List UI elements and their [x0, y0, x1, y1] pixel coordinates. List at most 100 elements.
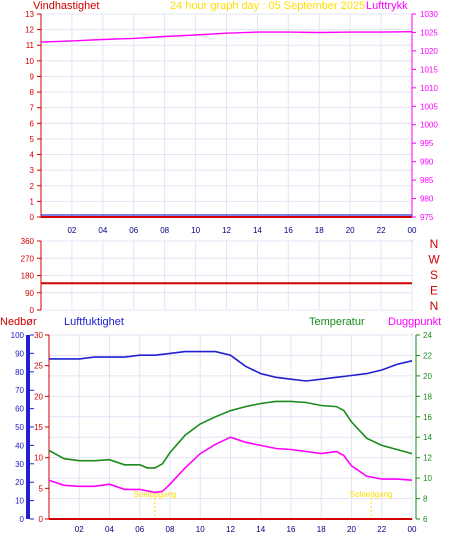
hour-tick-label-top: 12	[222, 226, 231, 235]
temperature-tick-label: 8	[423, 495, 428, 504]
temperature-label: Temperatur	[309, 316, 365, 328]
wind-speed-tick-label: 8	[30, 88, 35, 97]
temperature-series-line	[48, 400, 413, 469]
hour-tick-label-top: 16	[284, 226, 293, 235]
wind-direction-tick-label: 360	[21, 237, 35, 246]
wind-speed-tick-label: 3	[30, 166, 35, 175]
pressure-tick-label: 990	[420, 158, 434, 167]
wind-speed-label: Vindhastighet	[33, 0, 99, 12]
hour-tick-label-top: 04	[98, 226, 107, 235]
compass-label: W	[428, 253, 440, 267]
hour-tick-label-bottom: 20	[347, 525, 356, 534]
rain-tick-label: 30	[34, 331, 43, 340]
hour-tick-label-bottom: 08	[166, 525, 175, 534]
dewpoint-label: Duggpunkt	[388, 316, 441, 328]
wind-speed-tick-label: 4	[30, 151, 35, 160]
grid-lines	[41, 13, 413, 520]
hour-tick-label-top: 22	[377, 226, 386, 235]
pressure-tick-label: 980	[420, 195, 434, 204]
humidity-tick-label: 10	[15, 497, 24, 506]
temperature-tick-label: 18	[423, 392, 432, 401]
wind-speed-tick-label: 10	[25, 57, 34, 66]
pressure-tick-label: 1015	[420, 65, 438, 74]
rain-tick-label: 20	[34, 392, 43, 401]
pressure-tick-label: 1000	[420, 121, 438, 130]
hour-tick-label-bottom: 18	[317, 525, 326, 534]
wind-direction-tick-label: 180	[21, 272, 35, 281]
hour-tick-label-top: 10	[191, 226, 200, 235]
humidity-tick-label: 60	[15, 405, 24, 414]
compass-label: N	[430, 299, 439, 313]
humidity-series-line	[49, 350, 413, 382]
hour-tick-label-top: 20	[346, 226, 355, 235]
compass-label: E	[430, 284, 438, 298]
pressure-tick-label: 975	[420, 213, 434, 222]
hour-tick-label-top: 00	[408, 226, 417, 235]
humidity-tick-label: 30	[15, 460, 24, 469]
pressure-tick-label: 1030	[420, 10, 438, 19]
hour-tick-label-top: 08	[160, 226, 169, 235]
wind-direction-tick-label: 0	[30, 306, 35, 315]
wind-speed-tick-label: 12	[25, 26, 34, 35]
temperature-tick-label: 22	[423, 351, 432, 360]
hour-tick-label-top: 02	[67, 226, 76, 235]
wind-speed-tick-label: 9	[30, 72, 35, 81]
sunset-label: Solnedgang	[350, 490, 393, 499]
hour-tick-label-bottom: 10	[196, 525, 205, 534]
temperature-tick-label: 16	[423, 413, 432, 422]
hour-tick-label-top: 06	[129, 226, 138, 235]
rain-tick-label: 15	[34, 423, 43, 432]
temperature-tick-label: 10	[423, 474, 432, 483]
wind-speed-tick-label: 13	[25, 10, 34, 19]
pressure-label: Lufttrykk	[366, 0, 408, 12]
rain-label: Nedbør	[0, 316, 37, 328]
pressure-tick-label: 1010	[420, 84, 438, 93]
humidity-tick-label: 80	[15, 368, 24, 377]
wind-speed-tick-label: 11	[26, 41, 35, 50]
pressure-tick-label: 1025	[420, 28, 438, 37]
compass-label: S	[430, 268, 438, 282]
wind-speed-tick-label: 7	[30, 104, 35, 113]
hour-tick-label-top: 18	[315, 226, 324, 235]
humidity-tick-label: 70	[15, 386, 24, 395]
temperature-tick-label: 12	[423, 454, 432, 463]
graph-title: 24 hour graph day : 05 September 2025	[170, 0, 365, 12]
rain-tick-label: 0	[39, 515, 44, 524]
wind-speed-tick-label: 6	[30, 119, 35, 128]
rain-tick-label: 5	[39, 484, 44, 493]
hour-tick-label-bottom: 16	[287, 525, 296, 534]
temperature-tick-label: 14	[423, 433, 432, 442]
pressure-tick-label: 985	[420, 176, 434, 185]
pressure-tick-label: 1005	[420, 102, 438, 111]
dewpoint-series-line	[48, 436, 413, 494]
data-marks: Soloppgang Solnedgang	[40, 31, 413, 520]
wind-speed-tick-label: 0	[30, 213, 35, 222]
humidity-tick-label: 50	[15, 423, 24, 432]
hour-tick-label-bottom: 06	[135, 525, 144, 534]
hour-tick-label-bottom: 04	[105, 525, 114, 534]
humidity-tick-label: 20	[15, 478, 24, 487]
wind-direction-tick-label: 90	[25, 289, 34, 298]
hour-tick-label-bottom: 00	[408, 525, 417, 534]
temperature-tick-label: 24	[423, 331, 432, 340]
humidity-tick-label: 0	[20, 515, 25, 524]
pressure-series-line	[40, 31, 413, 43]
wind-direction-tick-label: 270	[21, 254, 35, 263]
temperature-tick-label: 20	[423, 372, 432, 381]
humidity-tick-label: 40	[15, 441, 24, 450]
sunrise-label: Soloppgang	[134, 490, 177, 499]
wind-speed-tick-label: 5	[30, 135, 35, 144]
hour-tick-label-bottom: 02	[75, 525, 84, 534]
rain-tick-label: 25	[34, 362, 43, 371]
wind-speed-tick-label: 1	[30, 197, 35, 206]
hour-tick-label-bottom: 22	[377, 525, 386, 534]
humidity-tick-label: 100	[11, 331, 25, 340]
pressure-tick-label: 995	[420, 139, 434, 148]
hour-tick-label-top: 14	[253, 226, 262, 235]
wind-speed-tick-label: 2	[30, 182, 35, 191]
pressure-tick-label: 1020	[420, 47, 438, 56]
humidity-label: Luftfuktighet	[64, 316, 124, 328]
